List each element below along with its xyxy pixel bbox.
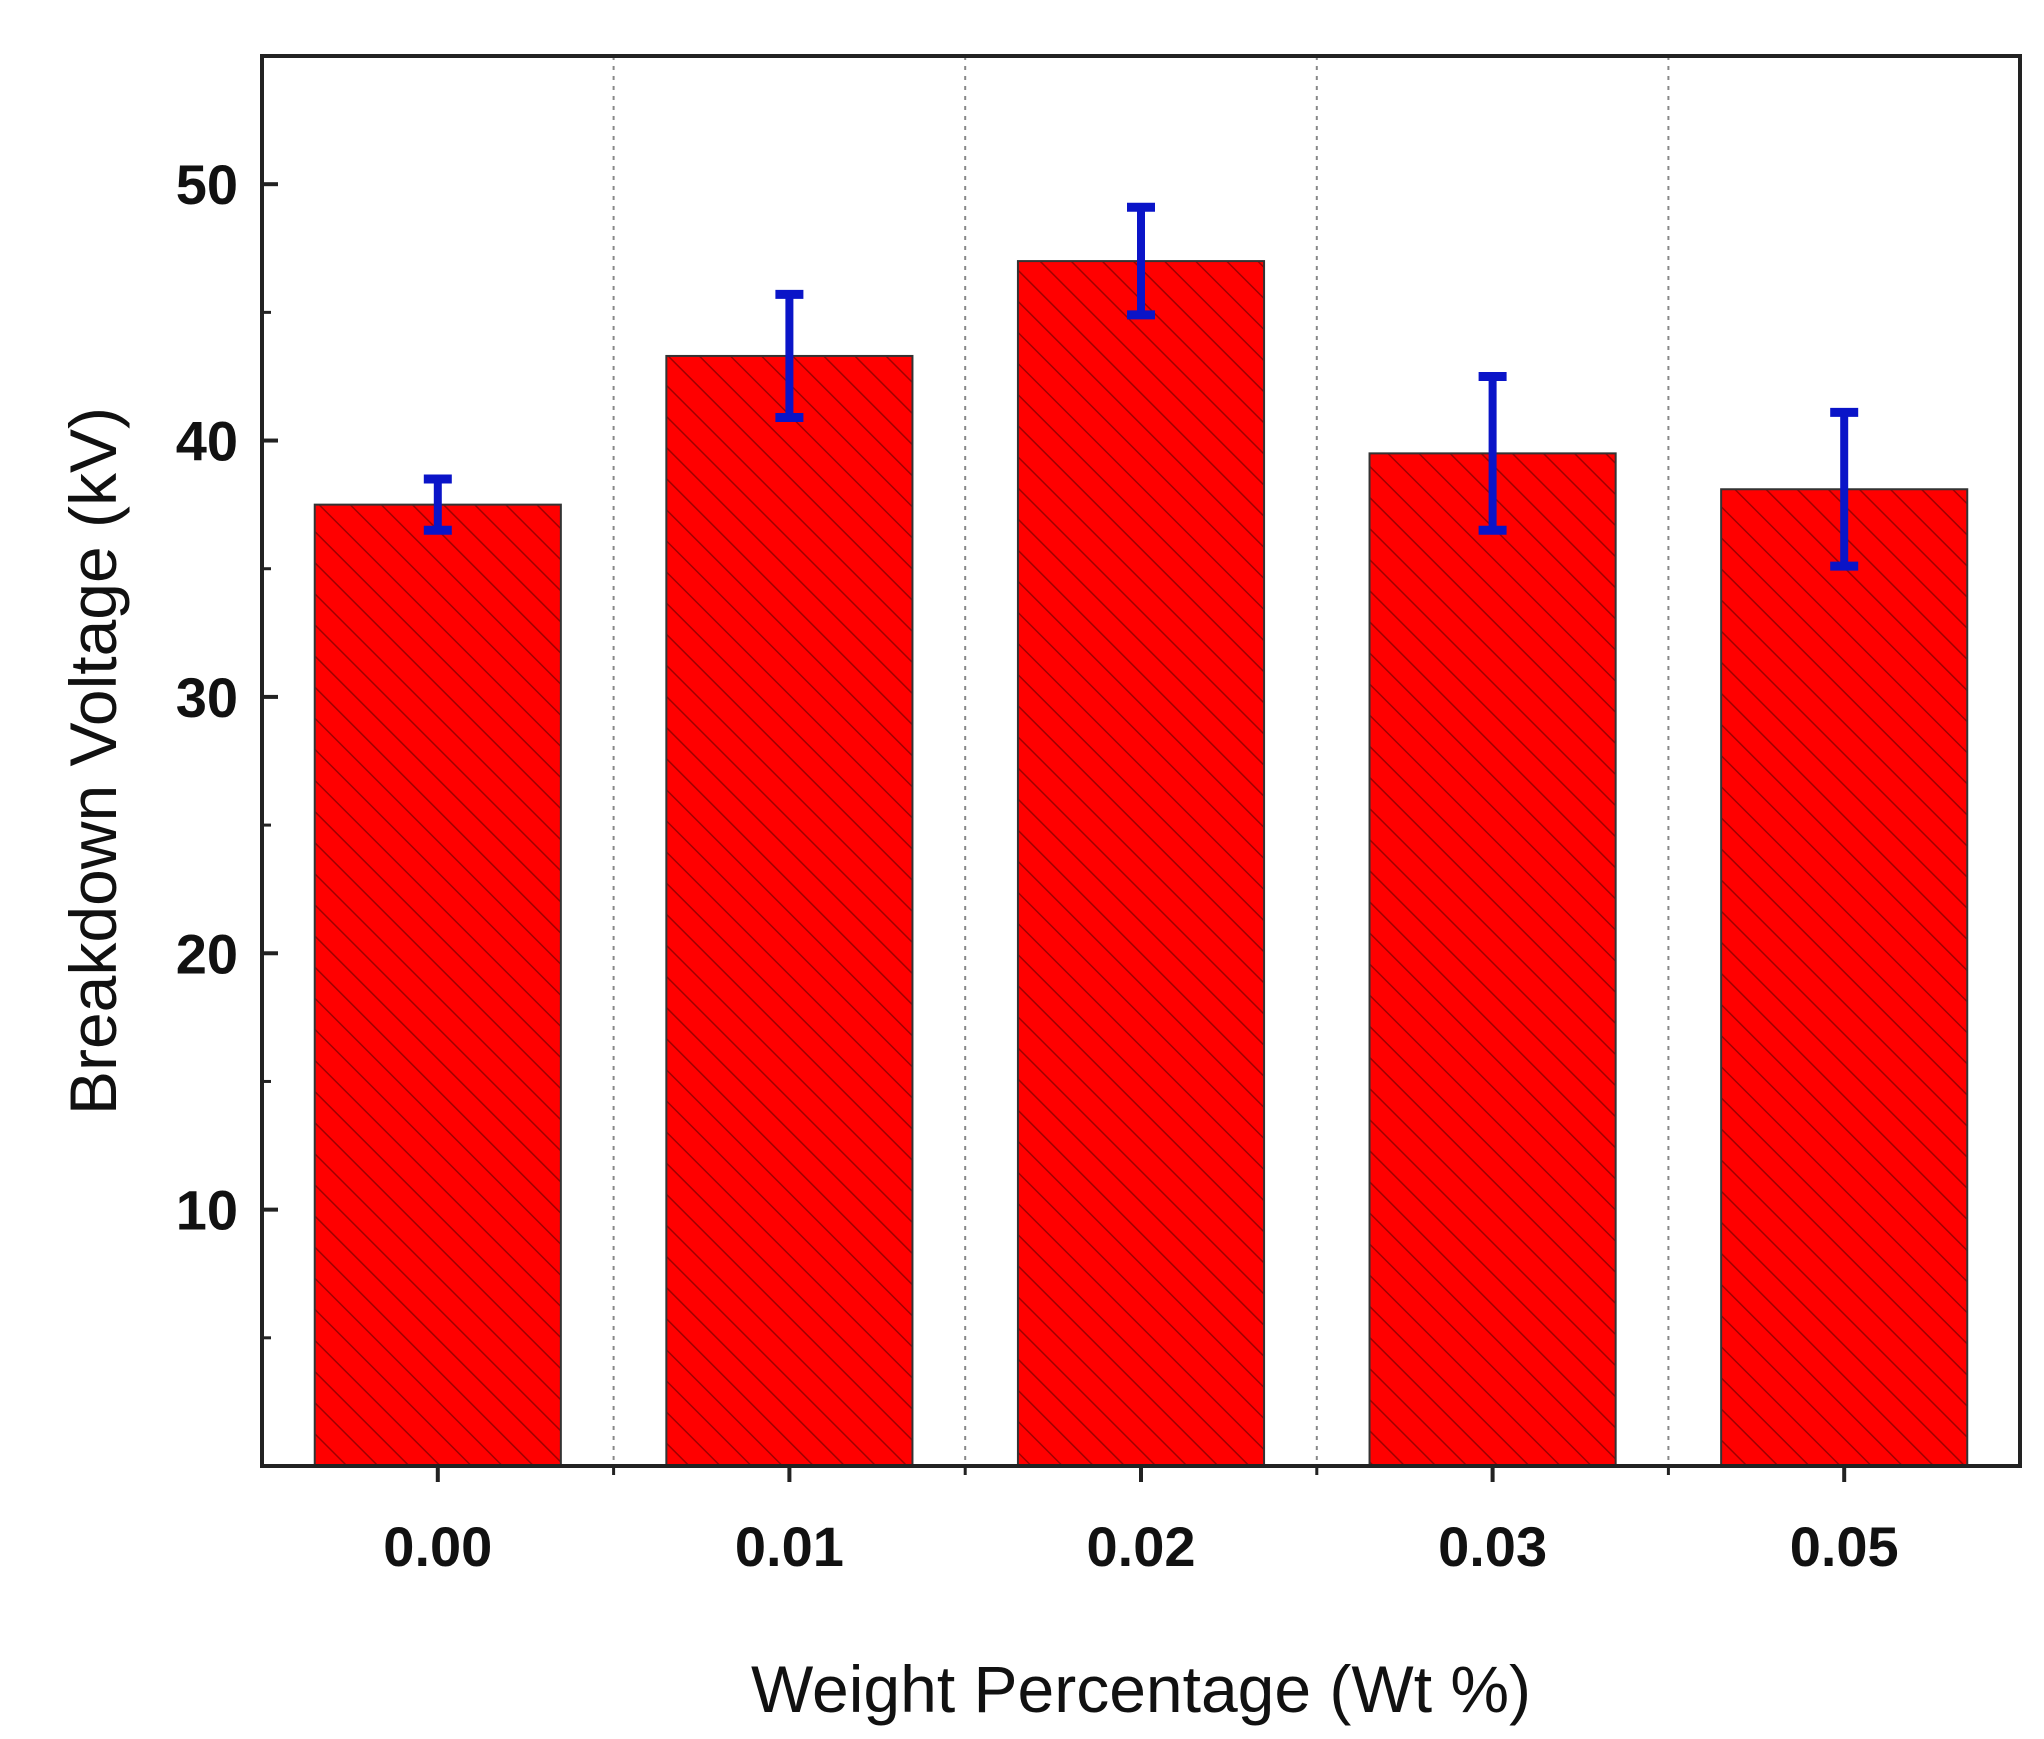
x-axis-title: Weight Percentage (Wt %) bbox=[751, 1652, 1531, 1726]
error-bar-0.00 bbox=[423, 474, 452, 535]
x-tick-label: 0.01 bbox=[735, 1515, 844, 1578]
y-tick-label: 50 bbox=[176, 153, 238, 216]
bar-0.03 bbox=[1368, 452, 1617, 1467]
error-bar-0.03 bbox=[1478, 371, 1507, 535]
x-tick-label: 0.03 bbox=[1438, 1515, 1547, 1578]
x-tick-label: 0.05 bbox=[1790, 1515, 1899, 1578]
error-bar-0.05 bbox=[1830, 407, 1859, 571]
bar-0.05 bbox=[1720, 488, 1969, 1468]
x-tick-label: 0.00 bbox=[383, 1515, 492, 1578]
y-tick-label: 10 bbox=[176, 1179, 238, 1242]
y-tick-label: 20 bbox=[176, 922, 238, 985]
x-axis: 0.00 0.01 0.02 0.03 0.05 bbox=[383, 1466, 1899, 1578]
bars-group bbox=[313, 260, 1969, 1468]
bar-0.00 bbox=[313, 503, 562, 1467]
y-tick-label: 40 bbox=[176, 410, 238, 473]
y-axis: 10 20 30 40 50 bbox=[176, 153, 278, 1340]
y-tick-label: 30 bbox=[176, 666, 238, 729]
error-bar-0.01 bbox=[775, 289, 804, 422]
x-tick-label: 0.02 bbox=[1087, 1515, 1196, 1578]
bar-0.01 bbox=[665, 354, 914, 1468]
error-bar-0.02 bbox=[1127, 202, 1155, 320]
error-bars-group bbox=[423, 202, 1859, 571]
y-axis-title: Breakdown Voltage (kV) bbox=[56, 407, 130, 1115]
bar-0.02 bbox=[1016, 260, 1266, 1467]
